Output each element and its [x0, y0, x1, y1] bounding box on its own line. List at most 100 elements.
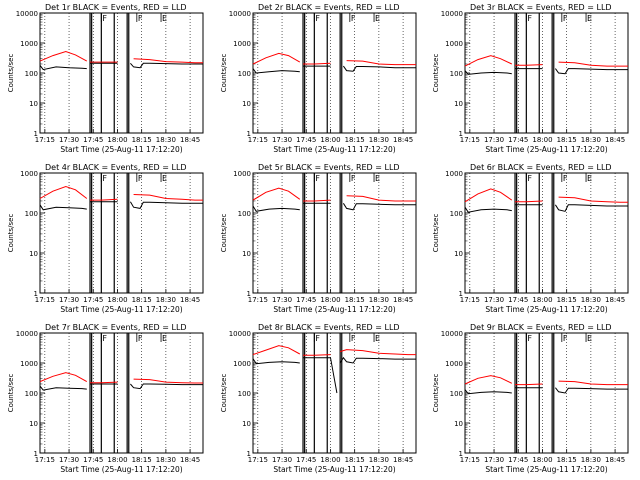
y-axis-label: Counts/sec — [220, 374, 228, 413]
y-tick-label: 1000 — [233, 40, 251, 48]
x-tick-label: 17:45 — [83, 136, 103, 144]
x-tick-label: 18:00 — [532, 456, 552, 464]
y-axis-label: Counts/sec — [7, 374, 15, 413]
y-tick-label: 10000 — [16, 10, 38, 18]
y-axis-label: Counts/sec — [7, 54, 15, 93]
y-tick-label: 10000 — [16, 330, 38, 338]
x-axis-label: Start Time (25-Aug-11 17:12:20) — [485, 145, 607, 154]
x-tick-label: 18:45 — [605, 136, 625, 144]
y-axis-label: Counts/sec — [432, 54, 440, 93]
y-tick-label: 1 — [459, 290, 463, 298]
detector-panel-2: Det 2r BLACK = Events, RED = LLD 1 10 100 10… — [220, 3, 417, 154]
y-tick-label: 1000 — [20, 40, 38, 48]
events-series-line — [39, 383, 203, 391]
x-tick-label: 18:15 — [132, 136, 152, 144]
x-tick-label: 17:15 — [460, 296, 480, 304]
x-axis-label: Start Time (25-Aug-11 17:12:20) — [60, 145, 182, 154]
flag-label: F — [138, 14, 143, 23]
y-axis-label: Counts/sec — [432, 214, 440, 253]
x-tick-label: 17:45 — [296, 456, 316, 464]
lld-series-line — [252, 52, 416, 66]
flag-label: F — [527, 14, 532, 23]
detector-panel-7: Det 7r BLACK = Events, RED = LLD 1 10 100 10… — [7, 323, 204, 474]
x-axis-label: Start Time (25-Aug-11 17:12:20) — [273, 465, 395, 474]
x-tick-label: 17:45 — [508, 456, 528, 464]
panel-title: Det 1r BLACK = Events, RED = LLD — [45, 3, 187, 12]
y-tick-label: 1 — [34, 290, 38, 298]
x-tick-label: 18:45 — [393, 456, 413, 464]
flag-label: F — [315, 174, 320, 183]
y-tick-label: 10 — [454, 250, 463, 258]
y-tick-label: 1000 — [445, 40, 463, 48]
lld-series-line — [252, 187, 416, 202]
lld-series-line — [464, 55, 628, 67]
x-tick-label: 17:15 — [248, 136, 268, 144]
flag-label: F — [315, 334, 320, 343]
x-tick-label: 18:15 — [345, 136, 365, 144]
x-tick-label: 18:30 — [156, 456, 176, 464]
detector-panel-3: Det 3r BLACK = Events, RED = LLD 1 10 100 10… — [432, 3, 629, 154]
y-tick-label: 1 — [34, 450, 38, 458]
flag-label: E — [162, 14, 167, 23]
flag-label: E — [587, 334, 592, 343]
y-tick-label: 10 — [29, 420, 38, 428]
y-tick-label: 1000 — [445, 170, 463, 178]
lld-series-line — [39, 372, 203, 384]
x-tick-label: 17:45 — [83, 456, 103, 464]
y-tick-label: 100 — [450, 70, 463, 78]
x-tick-label: 18:45 — [180, 456, 200, 464]
x-tick-label: 18:00 — [532, 136, 552, 144]
y-tick-label: 1000 — [20, 360, 38, 368]
detector-panel-6: Det 6r BLACK = Events, RED = LLD 1 10 100 10… — [432, 163, 629, 314]
x-axis-label: Start Time (25-Aug-11 17:12:20) — [273, 145, 395, 154]
flag-label: F — [102, 174, 107, 183]
lld-series-line — [464, 375, 628, 386]
panel-title: Det 7r BLACK = Events, RED = LLD — [45, 323, 187, 332]
y-tick-label: 1 — [34, 130, 38, 138]
x-tick-label: 17:30 — [484, 456, 504, 464]
x-tick-label: 17:15 — [35, 296, 55, 304]
flag-label: F — [351, 174, 356, 183]
y-tick-label: 10 — [242, 100, 251, 108]
detector-panel-5: Det 5r BLACK = Events, RED = LLD 1 10 100 10… — [220, 163, 417, 314]
x-tick-label: 18:30 — [369, 456, 389, 464]
flag-label: F — [102, 14, 107, 23]
detector-panel-1: Det 1r BLACK = Events, RED = LLD 1 10 100 10… — [7, 3, 204, 154]
y-axis-label: Counts/sec — [432, 374, 440, 413]
y-tick-label: 100 — [450, 390, 463, 398]
x-tick-label: 18:00 — [320, 136, 340, 144]
flag-label: F — [527, 334, 532, 343]
x-tick-label: 18:15 — [345, 296, 365, 304]
x-tick-label: 17:45 — [296, 296, 316, 304]
flag-label: E — [162, 174, 167, 183]
flag-label: F — [563, 334, 568, 343]
x-tick-label: 18:30 — [581, 296, 601, 304]
y-tick-label: 1000 — [445, 360, 463, 368]
x-tick-label: 18:30 — [581, 456, 601, 464]
lld-series-line — [39, 50, 203, 64]
panel-title: Det 3r BLACK = Events, RED = LLD — [470, 3, 612, 12]
x-tick-label: 18:30 — [369, 296, 389, 304]
plot-frame — [464, 332, 629, 454]
x-tick-label: 17:30 — [59, 296, 79, 304]
x-tick-label: 17:15 — [35, 136, 55, 144]
x-tick-label: 18:45 — [180, 136, 200, 144]
x-tick-label: 18:00 — [320, 296, 340, 304]
y-tick-label: 10 — [242, 420, 251, 428]
y-tick-label: 100 — [238, 210, 251, 218]
y-tick-label: 1 — [459, 450, 463, 458]
x-tick-label: 18:30 — [369, 136, 389, 144]
y-tick-label: 100 — [450, 210, 463, 218]
x-tick-label: 17:45 — [508, 136, 528, 144]
y-tick-label: 1000 — [20, 170, 38, 178]
x-tick-label: 17:45 — [508, 296, 528, 304]
y-axis-label: Counts/sec — [7, 214, 15, 253]
x-tick-label: 18:15 — [557, 456, 577, 464]
flag-label: E — [375, 174, 380, 183]
panel-title: Det 5r BLACK = Events, RED = LLD — [258, 163, 400, 172]
panel-title: Det 9r BLACK = Events, RED = LLD — [470, 323, 612, 332]
x-tick-label: 18:30 — [156, 136, 176, 144]
x-tick-label: 18:15 — [557, 136, 577, 144]
x-tick-label: 18:00 — [107, 136, 127, 144]
flag-label: F — [102, 334, 107, 343]
